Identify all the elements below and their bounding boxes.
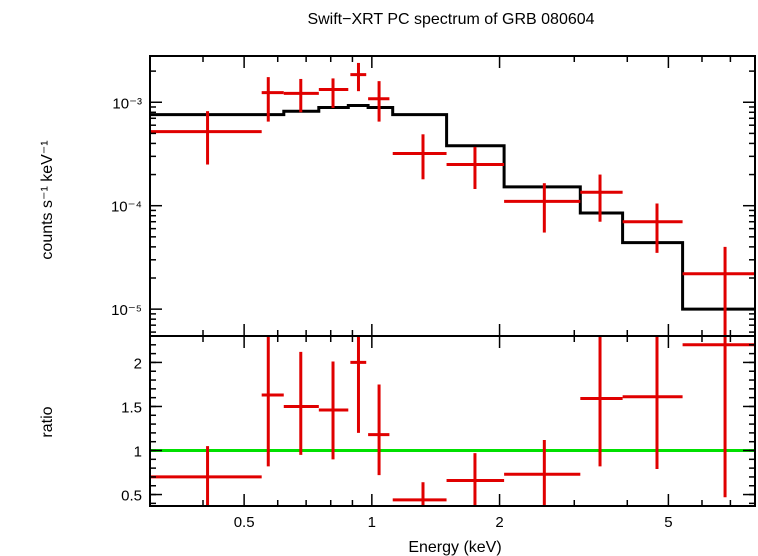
spectrum-panel: 10⁻³ 10⁻⁴ 10⁻⁵ — [111, 55, 756, 337]
x-tick-label: 2 — [495, 514, 503, 531]
spectrum-data-point — [368, 81, 390, 122]
x-tick-label: 5 — [664, 514, 672, 531]
ratio-data-point — [283, 351, 319, 455]
spectrum-data-point — [318, 78, 349, 108]
spectrum-data-point — [446, 146, 505, 190]
x-tick-label: 0.5 — [234, 514, 255, 531]
x-tick-label: 1 — [368, 514, 376, 531]
ratio-data-point — [350, 336, 367, 433]
y-tick-label: 10⁻⁴ — [111, 199, 142, 216]
y-tick-label: 2 — [134, 355, 142, 372]
ratio-data-point — [622, 336, 683, 470]
x-axis-label: Energy (keV) — [408, 539, 501, 556]
y-tick-label: 10⁻⁵ — [111, 302, 142, 319]
y-tick-label: 1 — [134, 444, 142, 461]
model-histogram — [150, 104, 755, 311]
spectrum-data-point — [261, 77, 284, 122]
y-tick-label: 0.5 — [121, 488, 142, 505]
ratio-data-point — [682, 336, 755, 498]
spectrum-data-point — [504, 183, 581, 233]
spectrum-data-point — [580, 174, 623, 222]
ratio-data-point — [368, 384, 390, 476]
plot-area: 10⁻³ 10⁻⁴ 10⁻⁵ 0.5 1 1.5 2 0.5 1 2 5 — [111, 55, 756, 531]
ratio-panel: 0.5 1 1.5 2 — [121, 335, 756, 507]
y-tick-label: 10⁻³ — [112, 95, 142, 112]
ratio-data-point — [504, 439, 581, 506]
ratio-frame — [149, 335, 756, 507]
y-tick-label: 1.5 — [121, 399, 142, 416]
ratio-data-point — [261, 336, 284, 467]
spectrum-data-point — [622, 203, 683, 253]
ratio-data-point — [446, 453, 505, 506]
spectrum-y-axis-label: counts s⁻¹ keV⁻¹ — [39, 140, 56, 259]
ratio-data-point — [580, 336, 623, 467]
spectrum-data-point — [350, 62, 367, 92]
ratio-data-point — [318, 361, 349, 460]
spectrum-data-point — [392, 134, 447, 180]
spectrum-data-point — [150, 111, 262, 165]
ratio-data-point — [150, 446, 262, 506]
spectrum-frame — [149, 55, 756, 337]
ratio-y-axis-label: ratio — [39, 406, 56, 437]
spectrum-data-point — [682, 246, 755, 336]
ratio-data-point — [392, 482, 447, 506]
chart-title: Swift−XRT PC spectrum of GRB 080604 — [307, 11, 594, 28]
spectrum-data-point — [283, 78, 319, 113]
